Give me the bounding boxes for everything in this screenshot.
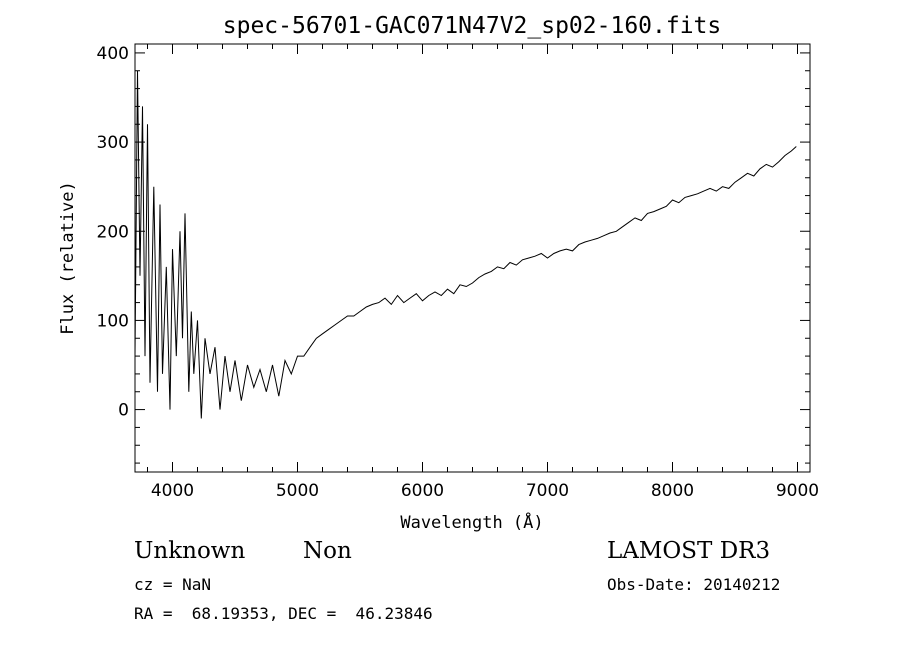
axis-ticks (135, 44, 810, 472)
coordinates: RA = 68.19353, DEC = 46.23846 (134, 604, 433, 623)
axis-tick-labels: 4000 5000 6000 7000 8000 9000 0 100 200 300 400 (97, 44, 820, 501)
flux-series-line (134, 70, 797, 419)
y-tick-label: 100 (97, 311, 129, 331)
chart-title: spec-56701-GAC071N47V2_sp02-160.fits (223, 13, 722, 39)
y-tick-label: 0 (118, 401, 129, 421)
observation-date: Obs-Date: 20140212 (607, 575, 781, 594)
spectral-subclass: Non (303, 538, 352, 564)
redshift-cz: cz = NaN (134, 575, 212, 594)
y-tick-label: 400 (97, 44, 129, 64)
x-tick-label: 6000 (401, 481, 444, 501)
x-tick-label: 9000 (776, 481, 819, 501)
series-group (134, 70, 797, 419)
survey-name: LAMOST DR3 (607, 538, 771, 564)
spectral-class: Unknown (134, 538, 246, 564)
y-tick-label: 200 (97, 222, 129, 242)
y-axis-label: Flux (relative) (58, 181, 78, 335)
x-tick-label: 7000 (526, 481, 569, 501)
x-axis-label: Wavelength (Å) (400, 511, 543, 533)
x-tick-label: 8000 (651, 481, 694, 501)
x-tick-label: 5000 (276, 481, 319, 501)
plot-frame (134, 43, 811, 473)
x-tick-label: 4000 (151, 481, 194, 501)
y-tick-label: 300 (97, 133, 129, 153)
